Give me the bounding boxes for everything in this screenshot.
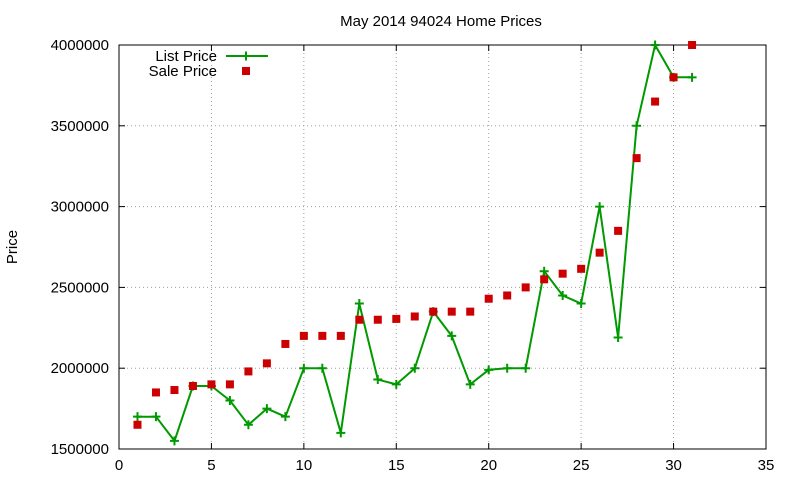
y-tick-label: 1500000 (51, 441, 109, 458)
list-price-point (687, 72, 697, 82)
list-price-point (447, 331, 457, 341)
y-tick-label: 2000000 (51, 360, 109, 377)
plot-frame (118, 44, 767, 450)
sale-price-point (188, 381, 197, 390)
sale-price-point (558, 269, 567, 278)
sale-price-point (225, 380, 234, 389)
series-layer (132, 40, 697, 446)
sale-price-point (577, 264, 586, 273)
sale-price-point (688, 41, 697, 49)
list-price-point (262, 404, 272, 414)
list-price-point (151, 412, 161, 422)
list-price-point (391, 379, 401, 389)
sale-price-point (410, 312, 419, 321)
y-tick-label: 4000000 (51, 37, 109, 54)
list-price-point (613, 332, 623, 342)
sale-price-point (484, 294, 493, 303)
list-price-point (521, 363, 531, 373)
y-tick-label: 2500000 (51, 279, 109, 296)
sale-price-point (281, 339, 290, 348)
x-tick-label: 15 (388, 457, 405, 474)
x-tick-label: 35 (758, 457, 775, 474)
x-tick-label: 10 (296, 457, 313, 474)
list-price-point (354, 299, 364, 309)
legend-label-sale-price: Sale Price (149, 63, 217, 80)
sale-price-point (392, 314, 401, 323)
list-price-point (336, 428, 346, 438)
x-tick-label: 5 (207, 457, 215, 474)
list-price-point (595, 202, 605, 212)
legend: List Price Sale Price (149, 48, 268, 80)
sale-price-point (318, 331, 327, 340)
x-tick-label: 30 (665, 457, 682, 474)
legend-label-list-price: List Price (155, 48, 217, 65)
list-price-point (650, 40, 660, 50)
sale-price-point (521, 283, 530, 292)
list-price-point (539, 266, 549, 276)
y-tick-label: 3500000 (51, 118, 109, 135)
list-price-point (484, 365, 494, 375)
y-axis-label: Price (4, 230, 21, 264)
sale-price-point (133, 420, 142, 429)
x-tick-label: 20 (480, 457, 497, 474)
sale-price-point (503, 291, 512, 300)
list-price-point (280, 412, 290, 422)
sale-price-point (355, 315, 364, 324)
sale-price-point (651, 97, 660, 106)
sale-price-point (373, 315, 382, 324)
chart-title: May 2014 94024 Home Prices (340, 13, 542, 30)
legend-marker-sale-price (242, 67, 250, 75)
sale-price-point (207, 380, 216, 389)
list-price-point (632, 121, 642, 131)
sale-price-point (595, 248, 604, 257)
list-price-point (299, 363, 309, 373)
list-price-point (373, 375, 383, 385)
sale-price-point (244, 367, 253, 376)
list-price-point (502, 363, 512, 373)
list-price-point (132, 412, 142, 422)
list-price-point (317, 363, 327, 373)
sale-price-point (632, 154, 641, 163)
sale-price-point (614, 226, 623, 235)
sale-price-point (151, 388, 160, 397)
ticks: 0 5 10 15 20 25 30 35 1500000 2000000 2500000 30000… (51, 37, 775, 474)
y-tick-label: 3000000 (51, 199, 109, 216)
sale-price-point (336, 331, 345, 340)
sale-price-point (466, 307, 475, 316)
legend-marker-list-price (241, 51, 251, 61)
sale-price-point (447, 307, 456, 316)
list-price-point (465, 379, 475, 389)
list-price-point (243, 420, 253, 430)
list-price-point (410, 363, 420, 373)
list-price-line (137, 44, 693, 442)
list-price-point (576, 299, 586, 309)
list-price-point (225, 396, 235, 406)
sale-price-point (540, 275, 549, 284)
sale-price-point (170, 386, 179, 395)
x-tick-label: 0 (115, 457, 123, 474)
sale-price-point (299, 331, 308, 340)
sale-price-point (429, 307, 438, 316)
sale-price-point (262, 359, 271, 368)
list-price-point (558, 290, 568, 300)
list-price-point (169, 436, 179, 446)
x-tick-label: 25 (573, 457, 590, 474)
sale-price-point (669, 73, 678, 82)
